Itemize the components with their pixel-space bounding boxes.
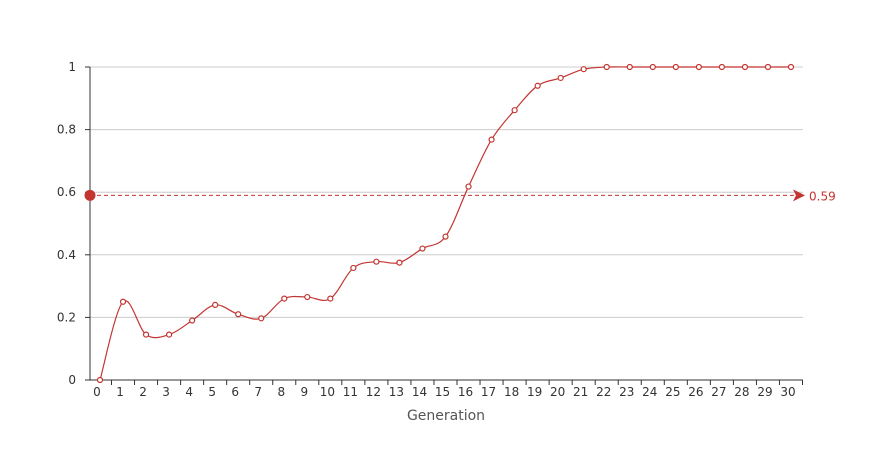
data-point[interactable] (442, 233, 449, 240)
data-point[interactable] (166, 331, 173, 338)
data-point[interactable] (327, 295, 334, 302)
x-tick-label: 29 (757, 385, 772, 399)
y-tick-label: 0 (68, 373, 76, 387)
data-point[interactable] (119, 298, 127, 305)
data-point[interactable] (350, 264, 357, 272)
data-point[interactable] (189, 317, 196, 324)
data-point[interactable] (281, 295, 288, 302)
data-point[interactable] (511, 107, 518, 114)
mark-line: 0.59 (84, 189, 836, 203)
x-tick-label: 14 (412, 385, 427, 399)
y-tick-label: 0.2 (57, 310, 76, 324)
x-tick-label: 11 (343, 385, 358, 399)
x-tick-label: 19 (527, 385, 542, 399)
mark-line-start-dot (84, 189, 96, 201)
x-tick-label: 24 (642, 385, 657, 399)
x-tick-label: 16 (458, 385, 473, 399)
axes: 00.20.40.60.810 1 2 3 4 5 6 7 8 9 10 11 12 13 14 15 16 17… (57, 60, 803, 399)
x-tick-label: 5 (208, 385, 216, 399)
series-line (99, 66, 791, 381)
data-point[interactable] (96, 376, 104, 384)
data-point[interactable] (304, 293, 311, 301)
x-tick-label: 7 (254, 385, 262, 399)
data-point[interactable] (373, 258, 380, 265)
mark-line-arrow (793, 189, 805, 202)
x-tick-label: 12 (366, 385, 381, 399)
data-point[interactable] (764, 63, 772, 71)
x-tick-label: 8 (277, 385, 285, 399)
x-axis-title: Generation (407, 408, 485, 424)
y-tick-label: 1 (68, 60, 76, 74)
data-point[interactable] (787, 63, 795, 71)
series (96, 63, 795, 384)
x-tick-label: 21 (573, 385, 588, 399)
data-point[interactable] (603, 63, 610, 71)
x-tick-label: 18 (504, 385, 519, 399)
data-point[interactable] (534, 82, 541, 89)
grid-lines (90, 66, 803, 318)
data-point[interactable] (718, 63, 726, 71)
data-point[interactable] (212, 301, 219, 308)
x-tick-label: 20 (550, 385, 565, 399)
data-point[interactable] (557, 74, 564, 82)
data-point[interactable] (741, 63, 749, 71)
x-tick-label: 4 (185, 385, 193, 399)
x-tick-label: 0 (93, 385, 101, 399)
data-point[interactable] (672, 63, 679, 71)
data-point[interactable] (465, 183, 472, 190)
data-point[interactable] (626, 63, 633, 71)
x-tick-label: 15 (435, 385, 450, 399)
data-point[interactable] (235, 311, 242, 318)
x-tick-label: 26 (688, 385, 703, 399)
x-tick-label: 2 (139, 385, 147, 399)
x-tick-label: 28 (734, 385, 749, 399)
x-tick-label: 9 (300, 385, 308, 399)
data-point[interactable] (396, 259, 403, 266)
data-point[interactable] (142, 331, 150, 338)
x-tick-label: 25 (665, 385, 680, 399)
data-point[interactable] (695, 63, 702, 71)
x-tick-label: 30 (780, 385, 795, 399)
x-tick-label: 6 (231, 385, 239, 399)
data-point[interactable] (649, 63, 656, 71)
x-tick-label: 17 (481, 385, 496, 399)
x-tick-label: 13 (389, 385, 404, 399)
x-tick-label: 23 (619, 385, 634, 399)
x-tick-label: 10 (320, 385, 335, 399)
x-tick-label: 1 (116, 385, 124, 399)
y-tick-label: 0.4 (57, 248, 76, 262)
data-point[interactable] (580, 66, 587, 73)
x-tick-label: 27 (711, 385, 726, 399)
data-point[interactable] (258, 315, 265, 322)
data-point[interactable] (419, 245, 426, 252)
mark-line-label: 0.59 (809, 189, 836, 203)
x-tick-label: 22 (596, 385, 611, 399)
y-tick-label: 0.6 (57, 185, 76, 199)
data-point[interactable] (488, 136, 495, 143)
x-tick-label: 3 (162, 385, 170, 399)
y-tick-label: 0.8 (57, 123, 76, 137)
